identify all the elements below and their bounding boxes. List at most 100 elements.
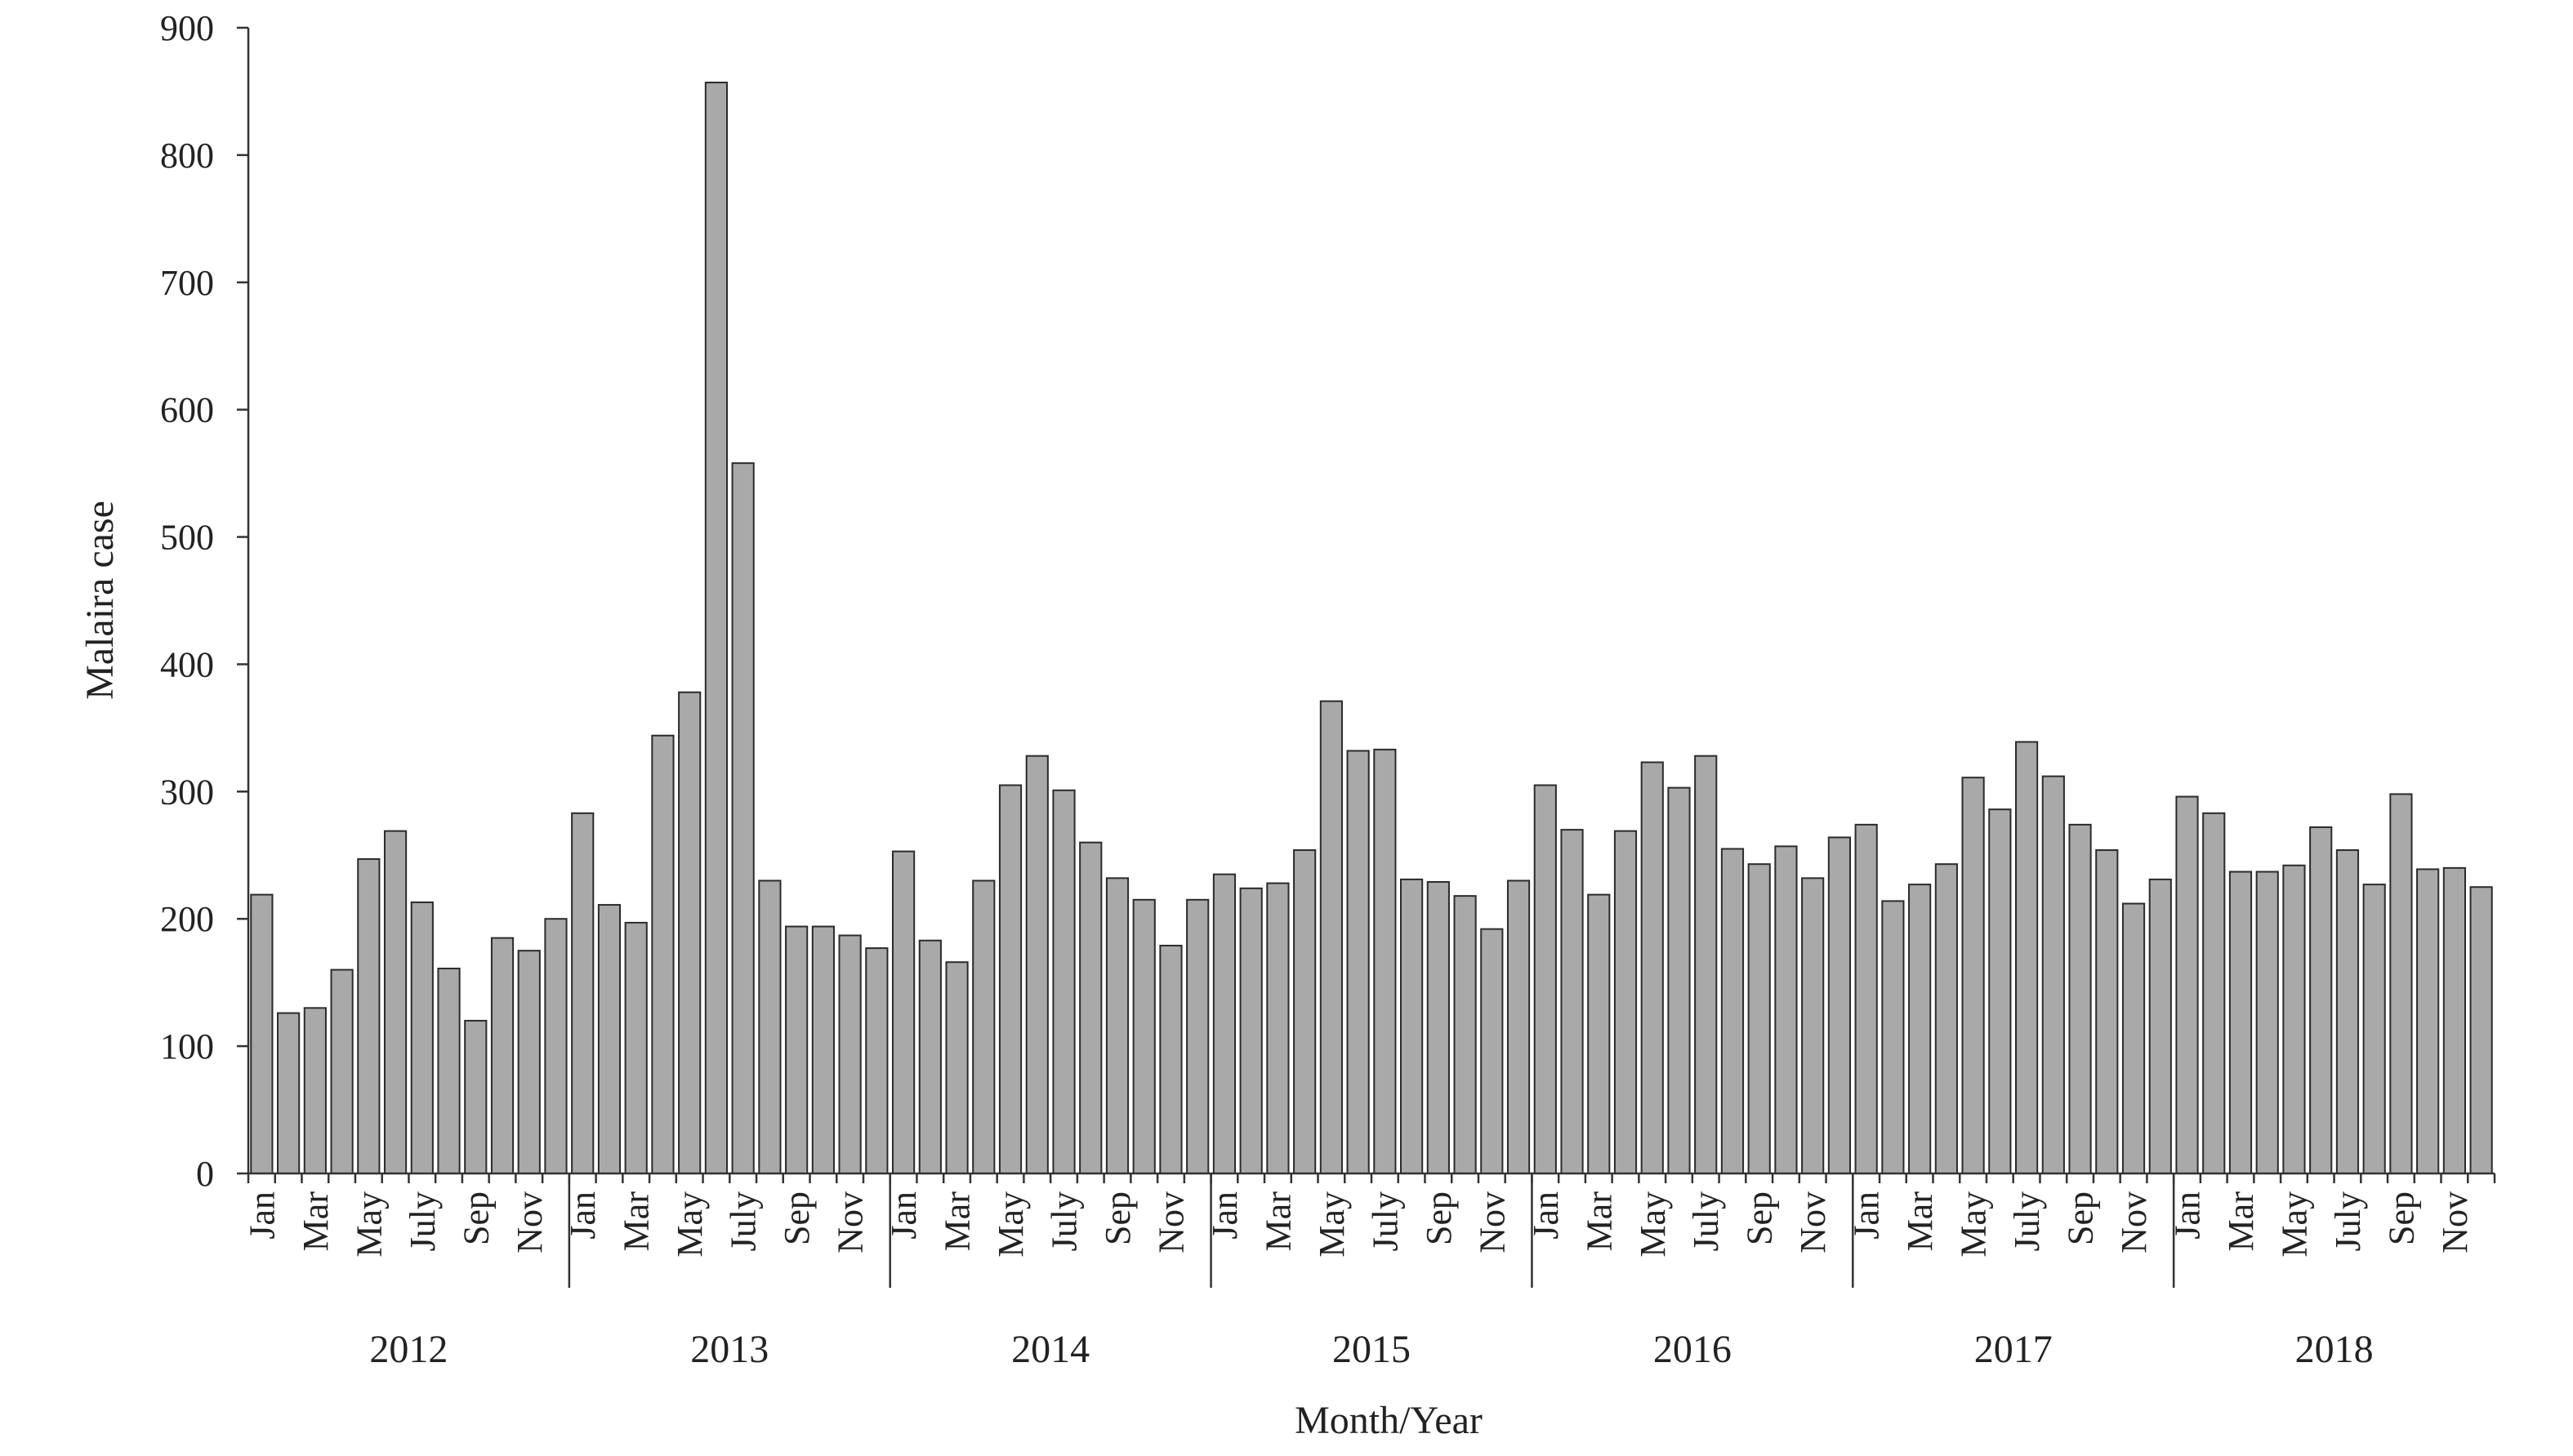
bar-62 bbox=[1881, 900, 1905, 1175]
bar-72 bbox=[2148, 878, 2172, 1175]
bar-43 bbox=[1373, 748, 1397, 1174]
bar-52 bbox=[1613, 830, 1638, 1174]
y-tick-label-900: 900 bbox=[160, 8, 214, 48]
bar-37 bbox=[1212, 873, 1237, 1175]
year-label-2012: 2012 bbox=[369, 1328, 448, 1371]
bar-33 bbox=[1105, 877, 1130, 1174]
bar-61 bbox=[1854, 823, 1878, 1174]
bar-58 bbox=[1774, 845, 1798, 1174]
bar-11 bbox=[517, 950, 541, 1174]
bars-group bbox=[250, 82, 2493, 1175]
y-tick-label-600: 600 bbox=[160, 390, 214, 430]
month-label-2015-july: July bbox=[1365, 1191, 1405, 1251]
bar-29 bbox=[998, 784, 1023, 1174]
bar-19 bbox=[731, 462, 755, 1174]
y-tick-label-200: 200 bbox=[160, 899, 214, 939]
bar-68 bbox=[2041, 775, 2065, 1174]
bar-14 bbox=[597, 904, 622, 1174]
bar-50 bbox=[1560, 829, 1584, 1174]
bar-1 bbox=[250, 893, 274, 1174]
bar-5 bbox=[357, 857, 381, 1174]
y-tick-label-300: 300 bbox=[160, 772, 214, 812]
bar-47 bbox=[1480, 928, 1504, 1174]
bar-16 bbox=[651, 734, 675, 1174]
bar-34 bbox=[1132, 898, 1156, 1174]
month-label-2016-july: July bbox=[1686, 1191, 1726, 1251]
bar-74 bbox=[2202, 812, 2226, 1175]
month-label-2018-nov: Nov bbox=[2435, 1191, 2475, 1253]
bar-31 bbox=[1052, 789, 1076, 1175]
bar-36 bbox=[1186, 898, 1210, 1174]
year-label-2017: 2017 bbox=[1974, 1328, 2053, 1371]
bar-12 bbox=[544, 918, 568, 1174]
bar-53 bbox=[1640, 761, 1664, 1174]
month-label-2017-mar: Mar bbox=[1900, 1191, 1940, 1252]
bar-24 bbox=[865, 947, 889, 1174]
month-label-2016-nov: Nov bbox=[1793, 1191, 1833, 1253]
month-label-2012-may: May bbox=[349, 1191, 389, 1258]
month-label-2013-july: July bbox=[724, 1191, 764, 1251]
y-tick-label-400: 400 bbox=[160, 644, 214, 684]
month-label-2018-may: May bbox=[2274, 1191, 2314, 1258]
month-label-2014-mar: Mar bbox=[938, 1191, 978, 1252]
bar-65 bbox=[1961, 777, 1985, 1174]
month-label-2016-sep: Sep bbox=[1740, 1191, 1780, 1245]
bar-13 bbox=[571, 812, 595, 1175]
bar-35 bbox=[1159, 944, 1183, 1174]
bar-42 bbox=[1346, 750, 1370, 1174]
bar-3 bbox=[303, 1007, 327, 1174]
year-label-2018: 2018 bbox=[2295, 1328, 2374, 1371]
month-label-2013-jan: Jan bbox=[563, 1191, 603, 1240]
y-tick-label-700: 700 bbox=[160, 263, 214, 303]
month-label-2015-nov: Nov bbox=[1472, 1191, 1512, 1253]
y-tick-label-100: 100 bbox=[160, 1026, 214, 1066]
bar-15 bbox=[624, 921, 648, 1175]
bar-78 bbox=[2309, 826, 2333, 1174]
month-label-2013-may: May bbox=[670, 1191, 710, 1258]
y-axis-title: Malaira case bbox=[78, 501, 122, 700]
month-label-2018-mar: Mar bbox=[2221, 1191, 2261, 1252]
bar-27 bbox=[945, 961, 969, 1174]
bar-32 bbox=[1079, 841, 1103, 1174]
bar-17 bbox=[678, 691, 702, 1174]
month-label-2015-sep: Sep bbox=[1419, 1191, 1459, 1245]
month-label-2015-jan: Jan bbox=[1205, 1191, 1245, 1240]
month-label-2017-may: May bbox=[1954, 1191, 1994, 1258]
bar-18 bbox=[704, 82, 729, 1174]
month-label-2013-sep: Sep bbox=[777, 1191, 817, 1245]
month-label-2016-may: May bbox=[1633, 1191, 1673, 1258]
bar-49 bbox=[1533, 784, 1557, 1174]
bar-56 bbox=[1720, 848, 1745, 1174]
month-label-2012-july: July bbox=[403, 1191, 443, 1251]
month-label-2016-mar: Mar bbox=[1579, 1191, 1619, 1252]
bar-73 bbox=[2175, 795, 2199, 1174]
bar-51 bbox=[1587, 893, 1611, 1174]
y-tick-label-800: 800 bbox=[160, 136, 214, 176]
year-label-2013: 2013 bbox=[690, 1328, 769, 1371]
bar-22 bbox=[811, 925, 835, 1174]
bar-60 bbox=[1827, 836, 1852, 1174]
bar-44 bbox=[1400, 878, 1424, 1175]
month-label-2018-jan: Jan bbox=[2168, 1191, 2208, 1240]
bar-30 bbox=[1025, 755, 1049, 1174]
bar-38 bbox=[1239, 887, 1263, 1175]
bar-4 bbox=[330, 968, 354, 1174]
bar-41 bbox=[1319, 700, 1343, 1174]
y-tick-label-0: 0 bbox=[196, 1154, 214, 1194]
month-label-2013-mar: Mar bbox=[617, 1191, 657, 1252]
bar-66 bbox=[1988, 808, 2012, 1174]
month-label-2015-may: May bbox=[1312, 1191, 1352, 1258]
month-label-2012-nov: Nov bbox=[510, 1191, 550, 1253]
bar-7 bbox=[410, 901, 434, 1174]
month-label-2012-sep: Sep bbox=[456, 1191, 496, 1245]
bar-77 bbox=[2282, 864, 2306, 1174]
bar-48 bbox=[1506, 879, 1531, 1174]
bar-6 bbox=[383, 830, 408, 1174]
month-label-2017-sep: Sep bbox=[2061, 1191, 2101, 1245]
bar-79 bbox=[2335, 849, 2360, 1175]
labels-group: 0 100 200 300 400 500 600 700 800 900 Jan Mar May Jul… bbox=[160, 8, 2475, 1371]
bar-39 bbox=[1266, 882, 1290, 1174]
bar-8 bbox=[437, 968, 461, 1175]
bar-10 bbox=[490, 937, 515, 1174]
